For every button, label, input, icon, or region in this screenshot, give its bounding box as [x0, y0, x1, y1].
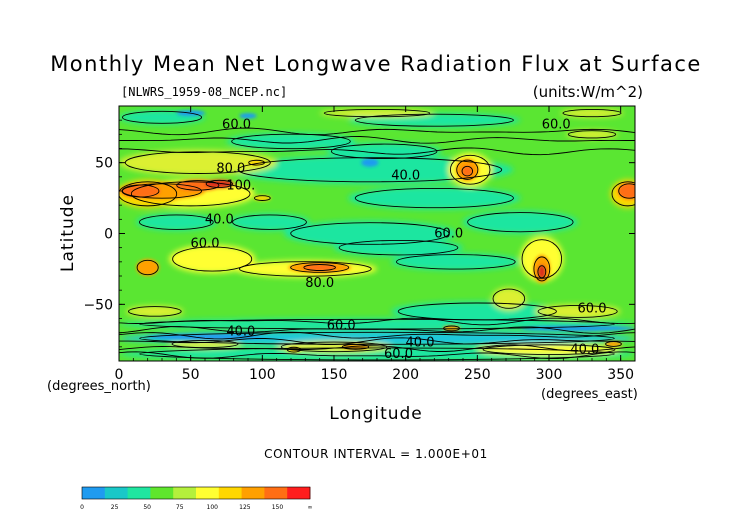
contour-label: 60.0: [434, 227, 463, 242]
contour-label: 60.0: [578, 302, 607, 317]
colorbar: 0 25 50 75 100 125 150 ∞: [80, 486, 313, 511]
colorbar-swatch: [287, 487, 311, 499]
colorbar-tick-label: 150: [272, 504, 284, 511]
contour-label: 60.0: [327, 319, 356, 334]
x-tick-label: 100: [249, 367, 276, 383]
contour-label: 40.0: [205, 212, 234, 227]
x-tick-label: 300: [536, 367, 563, 383]
contour-label: 40.0: [406, 336, 435, 351]
y-unit-label: (degrees_north): [47, 379, 151, 394]
colorbar-swatch: [150, 487, 174, 499]
x-tick-label: 0: [115, 367, 124, 383]
colorbar-swatch: [218, 487, 242, 499]
contour-label: 100.: [226, 178, 255, 193]
x-axis: 0 50 100 150 200 250 300 350: [115, 106, 636, 383]
y-tick-label: 0: [104, 227, 113, 243]
units-label: (units:W/m^2): [533, 83, 643, 101]
contour-label: 60.0: [384, 347, 413, 362]
y-axis: −50 0 50: [83, 105, 635, 362]
colorbar-tick-label: 50: [143, 504, 151, 511]
colorbar-swatch: [104, 487, 128, 499]
y-tick-label: 50: [95, 156, 113, 172]
colorbar-tick-label: 100: [207, 504, 219, 511]
colorbar-swatch: [196, 487, 220, 499]
colorbar-swatch: [264, 487, 288, 499]
contour-label: 40.0: [391, 168, 420, 183]
contour-label: 40.0: [226, 324, 255, 339]
file-label: [NLWRS_1959-08_NCEP.nc]: [121, 85, 287, 99]
x-tick-label: 150: [321, 367, 348, 383]
x-axis-label: Longitude: [329, 404, 423, 424]
x-tick-label: 350: [607, 367, 634, 383]
x-tick-label: 250: [464, 367, 491, 383]
contour-label: 40.0: [570, 343, 599, 358]
colorbar-swatch: [241, 487, 265, 499]
colorbar-tick-label: 25: [111, 504, 119, 511]
x-unit-label: (degrees_east): [541, 387, 638, 402]
x-tick-label: 200: [392, 367, 419, 383]
contour-label: 60.0: [542, 117, 571, 132]
chart-title: Monthly Mean Net Longwave Radiation Flux…: [50, 52, 702, 76]
contour-label: 80.0: [305, 276, 334, 291]
contour-interval: CONTOUR INTERVAL = 1.000E+01: [264, 447, 488, 461]
colorbar-tick-label: ∞: [308, 504, 313, 511]
colorbar-tick-label: 0: [80, 504, 84, 511]
contour-label: 60.0: [222, 117, 251, 132]
colorbar-swatch: [82, 487, 106, 499]
colorbar-frame: [81, 486, 311, 500]
colorbar-tick-label: 75: [176, 504, 184, 511]
x-tick-label: 50: [182, 367, 200, 383]
y-tick-label: −50: [83, 297, 113, 313]
colorbar-tick-label: 125: [239, 504, 251, 511]
colorbar-swatch: [173, 487, 197, 499]
contour-label: 80.0: [216, 161, 245, 176]
heatmap-field: [119, 106, 635, 361]
contour-label: 60.0: [191, 236, 220, 251]
colorbar-swatch: [127, 487, 151, 499]
y-axis-label: Latitude: [58, 194, 78, 272]
